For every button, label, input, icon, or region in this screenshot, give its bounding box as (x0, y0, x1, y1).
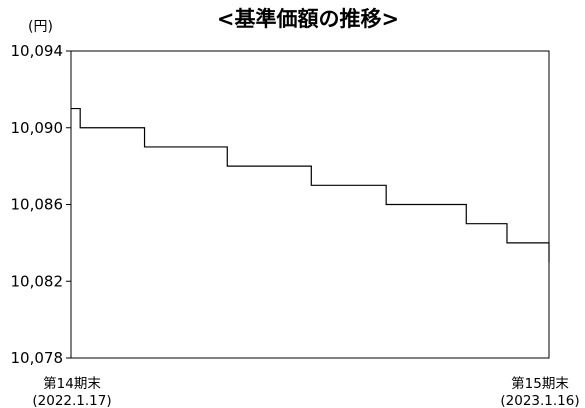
y-tick-label: 10,090 (11, 119, 64, 137)
x-start-label-period: 第14期末 (43, 375, 101, 392)
x-end-label-period: 第15期末 (511, 375, 569, 392)
nav-series-line (71, 107, 550, 263)
y-tick-label: 10,078 (11, 349, 64, 367)
chart-title: <基準価額の推移> (217, 7, 399, 31)
y-unit-label: (円) (28, 19, 53, 35)
y-axis: 10,094 10,090 10,086 10,082 10,078 (11, 42, 71, 367)
x-end-label-date: (2023.1.16) (500, 393, 579, 408)
y-tick-label: 10,094 (11, 42, 64, 60)
plot-frame (70, 50, 550, 359)
x-start-label-date: (2022.1.17) (32, 393, 111, 408)
y-tick-label: 10,082 (11, 272, 64, 290)
y-tick-label: 10,086 (11, 196, 64, 214)
